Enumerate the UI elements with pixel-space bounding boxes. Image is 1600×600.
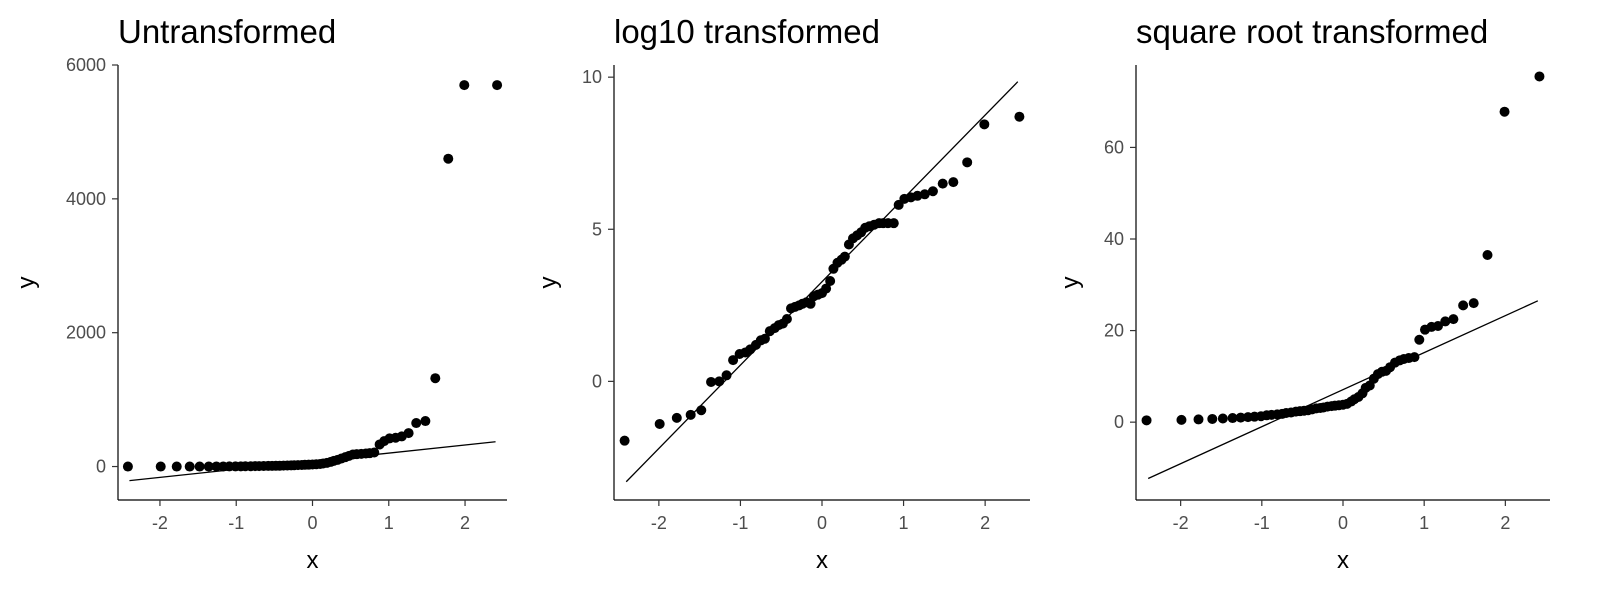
data-point (671, 412, 682, 423)
data-point (821, 283, 832, 294)
data-point (1014, 111, 1025, 122)
panel-title: square root transformed (1136, 13, 1488, 50)
data-point (781, 314, 792, 325)
data-point (1141, 415, 1152, 426)
y-tick-label: 60 (1104, 137, 1124, 157)
data-point (805, 298, 816, 309)
data-point (1534, 71, 1545, 82)
data-point (685, 409, 696, 420)
x-tick-label: 0 (817, 513, 827, 533)
x-tick-label: 1 (899, 513, 909, 533)
x-tick-label: 2 (980, 513, 990, 533)
x-axis-label: x (307, 547, 319, 574)
x-tick-label: 2 (460, 513, 470, 533)
data-point (430, 373, 441, 384)
y-tick-label: 0 (592, 371, 602, 391)
data-point (411, 418, 422, 429)
data-point (888, 218, 899, 229)
data-point (706, 376, 717, 387)
data-point (619, 435, 630, 446)
data-point (839, 251, 850, 262)
y-tick-label: 4000 (66, 189, 106, 209)
data-point (184, 461, 195, 472)
y-tick-label: 0 (96, 457, 106, 477)
panel-title: log10 transformed (614, 13, 880, 50)
x-tick-label: -2 (152, 513, 168, 533)
data-point (1448, 314, 1459, 325)
x-tick-label: -1 (1254, 513, 1270, 533)
data-point (211, 461, 222, 472)
data-point (927, 186, 938, 197)
data-point (1207, 413, 1218, 424)
y-axis-label: y (535, 277, 562, 289)
data-point (1499, 106, 1510, 117)
data-point (1458, 300, 1469, 311)
x-tick-label: -2 (651, 513, 667, 533)
data-point (194, 461, 205, 472)
x-tick-label: 2 (1500, 513, 1510, 533)
data-point (403, 428, 414, 439)
y-tick-label: 2000 (66, 323, 106, 343)
data-point (721, 370, 732, 381)
data-point (1432, 321, 1443, 331)
qq-reference-line (625, 81, 1019, 483)
data-point (369, 447, 380, 458)
data-point (714, 376, 725, 387)
x-axis-label: x (1337, 547, 1349, 574)
data-point (1235, 412, 1246, 423)
data-point (122, 461, 133, 472)
data-point (825, 275, 836, 286)
y-tick-label: 6000 (66, 55, 106, 75)
y-tick-label: 0 (1114, 412, 1124, 432)
y-axis-label: y (1057, 277, 1084, 289)
y-axis-label: y (13, 277, 40, 289)
data-point (203, 461, 214, 472)
panel-title: Untransformed (118, 13, 336, 50)
panel-2: log10 transformed -2 -1 0 1 2 0 5 10 x y (535, 13, 1030, 574)
data-point (492, 80, 503, 91)
data-point (1409, 352, 1420, 363)
data-point (1227, 413, 1238, 424)
x-tick-label: -2 (1173, 513, 1189, 533)
qq-reference-line (1147, 300, 1539, 480)
y-tick-label: 20 (1104, 321, 1124, 341)
x-axis-label: x (816, 547, 828, 574)
data-point (171, 461, 182, 472)
x-tick-label: 0 (1338, 513, 1348, 533)
data-point (1176, 414, 1187, 425)
data-point (155, 461, 166, 472)
data-point (1482, 250, 1493, 261)
data-point (948, 177, 959, 188)
data-point (1217, 413, 1228, 424)
x-tick-label: 0 (307, 513, 317, 533)
y-tick-label: 5 (592, 219, 602, 239)
data-point (1414, 334, 1425, 345)
data-point (919, 189, 930, 200)
data-point (979, 119, 990, 130)
data-point (696, 405, 707, 416)
x-tick-label: 1 (384, 513, 394, 533)
data-point (459, 80, 470, 91)
x-tick-label: -1 (228, 513, 244, 533)
data-point (937, 178, 948, 189)
x-tick-label: -1 (732, 513, 748, 533)
y-tick-label: 10 (582, 67, 602, 87)
data-point (443, 153, 454, 164)
data-point (728, 355, 739, 366)
y-tick-label: 40 (1104, 229, 1124, 249)
data-point (759, 333, 770, 344)
data-point (420, 416, 431, 427)
data-point (962, 157, 973, 168)
data-point (654, 418, 665, 429)
x-tick-label: 1 (1419, 513, 1429, 533)
data-point (1468, 298, 1479, 309)
data-point (1440, 316, 1451, 327)
panel-1: Untransformed -2 -1 0 1 2 0 2000 4000 6000 x y (13, 13, 507, 574)
data-point (1193, 414, 1204, 425)
